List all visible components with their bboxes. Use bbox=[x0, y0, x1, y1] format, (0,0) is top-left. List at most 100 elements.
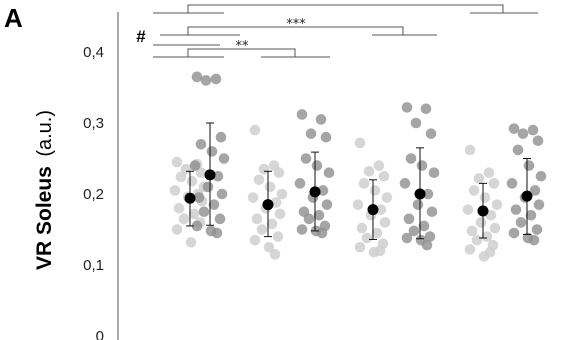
data-point bbox=[401, 102, 413, 113]
y-axis-label: VR Soleus bbox=[33, 166, 56, 270]
data-point bbox=[175, 171, 187, 183]
data-point bbox=[352, 199, 364, 210]
data-point bbox=[373, 160, 385, 171]
data-point bbox=[466, 225, 478, 237]
data-point bbox=[533, 199, 545, 210]
data-point bbox=[506, 178, 518, 189]
data-point bbox=[420, 103, 432, 115]
data-point bbox=[374, 245, 386, 257]
y-tick-label: 0 bbox=[96, 328, 104, 340]
data-point bbox=[489, 222, 501, 234]
data-point bbox=[483, 167, 495, 178]
data-point bbox=[361, 232, 373, 244]
data-point bbox=[276, 188, 288, 200]
data-point bbox=[296, 224, 308, 235]
data-point bbox=[464, 144, 476, 156]
data-point bbox=[189, 160, 201, 171]
data-point bbox=[191, 220, 203, 232]
data-point bbox=[294, 178, 306, 189]
data-point bbox=[403, 213, 415, 225]
data-point bbox=[488, 178, 500, 189]
data-point bbox=[195, 167, 207, 178]
data-point bbox=[408, 225, 420, 237]
data-point bbox=[425, 128, 437, 139]
data-point bbox=[215, 131, 227, 143]
data-points bbox=[169, 71, 547, 262]
data-point bbox=[210, 73, 222, 85]
data-point bbox=[363, 165, 375, 177]
group-mean bbox=[204, 169, 216, 181]
data-point bbox=[485, 210, 497, 221]
y-tick-label: 0,3 bbox=[83, 115, 104, 132]
data-point bbox=[218, 153, 230, 164]
data-point bbox=[264, 181, 276, 193]
data-point bbox=[378, 170, 390, 182]
data-point bbox=[523, 160, 535, 171]
data-point bbox=[356, 222, 368, 234]
data-point bbox=[354, 137, 366, 149]
group-mean bbox=[477, 205, 489, 217]
group-means bbox=[184, 169, 533, 217]
data-point bbox=[421, 239, 433, 251]
data-point bbox=[405, 153, 417, 164]
significance-label: # bbox=[136, 27, 146, 46]
data-point bbox=[249, 124, 261, 136]
data-point bbox=[211, 227, 223, 239]
data-point bbox=[195, 139, 207, 150]
data-point bbox=[296, 109, 308, 120]
data-point bbox=[462, 204, 474, 215]
data-point bbox=[471, 234, 483, 246]
data-point bbox=[185, 236, 197, 248]
data-point bbox=[484, 246, 496, 258]
group-mean bbox=[262, 199, 274, 211]
data-point bbox=[468, 185, 480, 196]
data-point bbox=[208, 199, 220, 210]
data-point bbox=[321, 199, 333, 210]
bracket-span bbox=[187, 48, 296, 57]
data-point bbox=[473, 173, 485, 184]
data-point bbox=[313, 210, 325, 221]
data-point bbox=[214, 213, 226, 225]
data-point bbox=[491, 199, 503, 210]
bracket-span bbox=[187, 4, 504, 13]
data-point bbox=[369, 185, 381, 196]
data-point bbox=[410, 117, 422, 129]
data-point bbox=[216, 188, 228, 200]
data-point bbox=[358, 178, 370, 189]
data-point bbox=[517, 128, 529, 139]
y-tick-label: 0,4 bbox=[83, 44, 104, 61]
data-point bbox=[371, 227, 383, 239]
data-point bbox=[529, 185, 541, 196]
y-axis-unit: (a.u.) bbox=[34, 110, 56, 157]
y-tick-label: 0,2 bbox=[83, 186, 104, 203]
data-point bbox=[426, 206, 438, 218]
data-point bbox=[274, 208, 286, 220]
data-point bbox=[399, 178, 411, 189]
significance-label: ** bbox=[236, 39, 250, 54]
y-axis-title: VR Soleus (a.u.) bbox=[33, 110, 56, 270]
data-point bbox=[412, 199, 424, 210]
data-point bbox=[191, 71, 203, 83]
data-point bbox=[272, 231, 284, 242]
data-point bbox=[200, 75, 212, 86]
data-point bbox=[178, 213, 190, 225]
data-point bbox=[354, 241, 366, 253]
data-point bbox=[305, 128, 317, 139]
data-point bbox=[171, 224, 183, 235]
data-point bbox=[266, 218, 278, 230]
data-point bbox=[263, 241, 275, 253]
data-point bbox=[193, 192, 205, 203]
data-point bbox=[528, 234, 540, 246]
data-point bbox=[251, 213, 263, 225]
data-point bbox=[418, 220, 430, 232]
data-point bbox=[253, 174, 265, 186]
data-point bbox=[249, 234, 261, 246]
data-point bbox=[527, 124, 539, 136]
data-point bbox=[428, 167, 440, 178]
data-point bbox=[508, 227, 520, 239]
data-point bbox=[269, 249, 281, 260]
group-mean bbox=[309, 186, 321, 198]
data-point bbox=[464, 244, 476, 255]
data-point bbox=[512, 144, 524, 156]
